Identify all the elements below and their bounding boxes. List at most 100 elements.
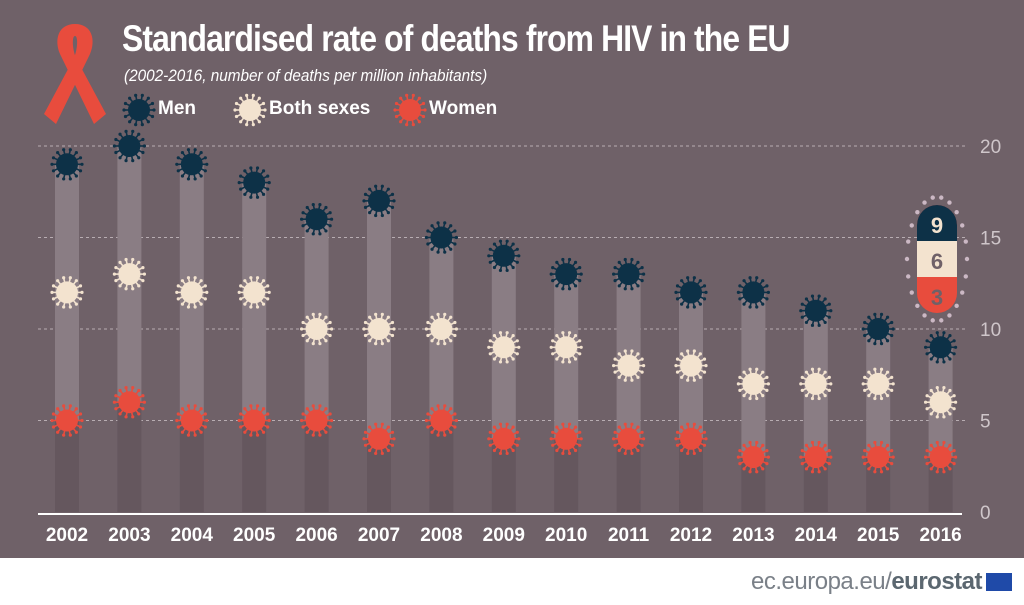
virus-spike-tip <box>328 211 332 215</box>
virus-spike-tip <box>692 451 696 456</box>
virus-spike-tip <box>374 422 378 426</box>
virus-spike-tip <box>579 345 583 349</box>
virus-spike-tip <box>426 229 430 233</box>
data-point-men <box>424 221 458 254</box>
virus-spike-tip <box>328 425 332 429</box>
virus-spike-tip <box>924 400 928 404</box>
virus-spike-tip <box>203 412 207 416</box>
virus-body <box>56 153 78 176</box>
virus-spike-tip <box>180 302 185 306</box>
virus-spike-tip <box>804 443 809 447</box>
virus-spike-tip <box>549 272 553 276</box>
virus-spike-tip <box>680 448 684 453</box>
virus-spike-tip <box>952 352 956 356</box>
virus-spike-tip <box>675 357 680 361</box>
virus-spike-tip <box>890 388 894 393</box>
callout-2016: 9 6 3 <box>904 195 970 323</box>
virus-spike-tip <box>141 265 145 270</box>
virus-spike-tip <box>630 349 634 353</box>
virus-spike-tip <box>261 101 266 106</box>
virus-spike-tip <box>748 396 752 401</box>
virus-spike-tip <box>640 443 644 447</box>
virus-spike-tip <box>436 404 440 408</box>
x-tick-label: 2007 <box>358 525 400 546</box>
virus-spike-tip <box>929 333 933 338</box>
virus-spike-tip <box>363 205 368 210</box>
virus-spike-tip <box>515 352 519 356</box>
virus-spike-tip <box>186 404 191 408</box>
virus-spike-tip <box>617 448 621 453</box>
x-tick-label: 2015 <box>857 525 900 546</box>
source-link[interactable]: ec.europa.eu/eurostat <box>751 568 982 596</box>
virus-spike-tip <box>137 260 141 264</box>
virus-spike-tip <box>301 333 305 338</box>
virus-spike-tip <box>249 433 253 437</box>
virus-spike-tip <box>56 279 60 283</box>
virus-spike-tip <box>390 192 395 196</box>
virus-spike-tip <box>380 213 384 218</box>
virus-spike-tip <box>454 327 458 331</box>
virus-spike-tip <box>800 448 804 453</box>
virus-spike-tip <box>118 132 122 136</box>
legend-both-label: Both sexes <box>269 98 371 119</box>
virus-spike-tip <box>249 195 253 199</box>
virus-spike-tip <box>642 437 646 441</box>
virus-spike-tip <box>804 320 809 325</box>
virus-spike-tip <box>515 247 519 251</box>
virus-spike-tip <box>74 302 78 306</box>
source-brand: eurostat <box>891 568 982 595</box>
virus-spike-tip <box>305 407 309 411</box>
virus-spike-tip <box>74 279 78 283</box>
virus-spike-tip <box>128 96 132 100</box>
virus-spike-tip <box>675 284 680 288</box>
virus-spike-tip <box>935 470 939 474</box>
virus-spike-tip <box>51 412 56 416</box>
virus-spike-tip <box>142 272 146 276</box>
virus-spike-tip <box>765 462 769 466</box>
x-tick-label: 2014 <box>795 525 838 546</box>
virus-spike-tip <box>948 357 952 361</box>
virus-spike-tip <box>328 412 332 416</box>
virus-spike-tip <box>305 339 309 343</box>
data-point-women <box>674 422 708 456</box>
virus-spike-tip <box>800 302 804 306</box>
virus-body <box>180 281 203 304</box>
virus-spike-tip <box>199 407 203 411</box>
virus-spike-tip <box>505 239 509 243</box>
virus-spike-tip <box>738 375 742 379</box>
virus-spike-tip <box>193 404 197 408</box>
virus-spike-tip <box>311 342 315 346</box>
virus-spike-tip <box>867 339 871 343</box>
virus-spike-tip <box>630 422 634 426</box>
virus-spike-tip <box>311 404 315 408</box>
data-point-women <box>736 440 771 474</box>
virus-spike-tip <box>112 144 116 148</box>
data-point-both-sexes <box>362 312 396 346</box>
virus-spike-tip <box>505 268 509 273</box>
virus-spike-tip <box>692 378 696 382</box>
virus-spike-tip <box>266 297 270 301</box>
virus-spike-tip <box>423 108 427 112</box>
virus-spike-tip <box>505 422 509 426</box>
x-tick-label: 2010 <box>545 525 587 546</box>
virus-spike-tip <box>263 108 267 112</box>
virus-spike-tip <box>948 412 952 416</box>
virus-spike-tip <box>386 448 390 453</box>
virus-spike-tip <box>579 272 583 276</box>
data-point-women <box>50 404 84 437</box>
virus-body <box>617 263 640 286</box>
virus-spike-tip <box>186 177 191 181</box>
x-tick-label: 2016 <box>919 525 961 546</box>
virus-spike-tip <box>255 276 260 280</box>
data-point-women <box>300 404 334 437</box>
virus-spike-tip <box>890 375 894 379</box>
data-point-men <box>674 276 708 309</box>
virus-spike-tip <box>686 349 690 353</box>
virus-spike-tip <box>436 342 440 346</box>
virus-spike-tip <box>255 166 260 170</box>
y-tick-label: 10 <box>980 320 1001 341</box>
virus-spike-tip <box>942 440 946 445</box>
data-point-men <box>300 202 334 236</box>
virus-spike-tip <box>863 448 867 453</box>
virus-spike-tip <box>131 385 135 390</box>
